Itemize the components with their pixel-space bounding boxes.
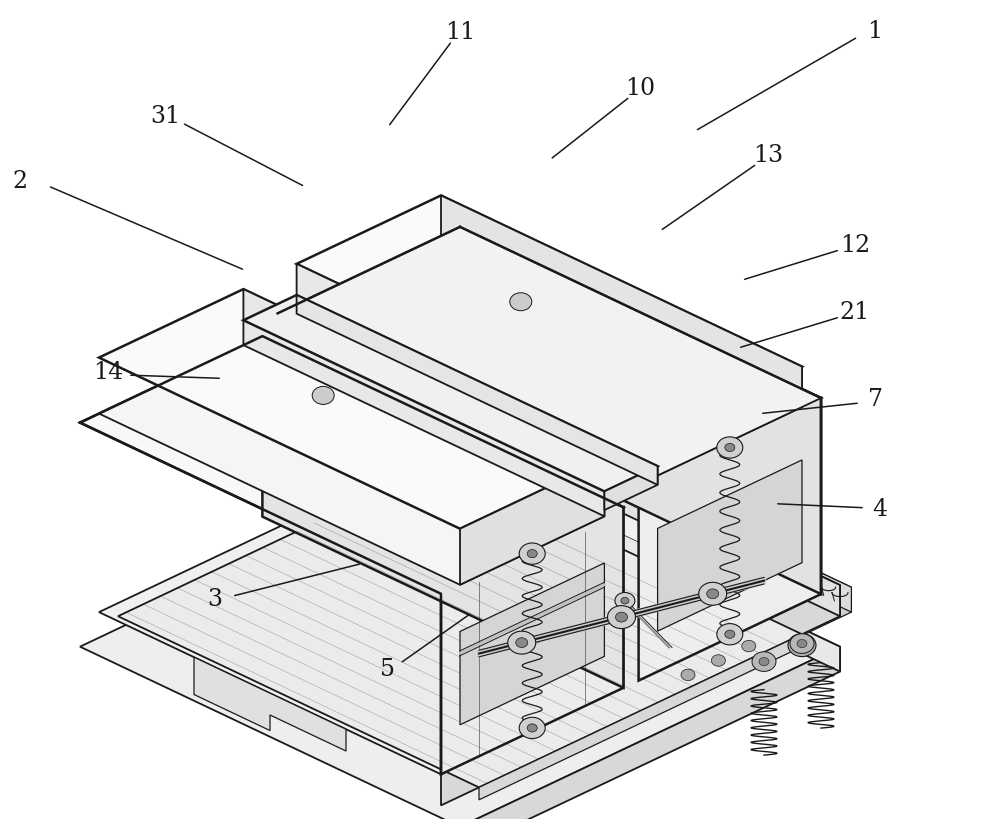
Circle shape	[717, 437, 743, 458]
Polygon shape	[297, 295, 658, 485]
Polygon shape	[658, 367, 802, 476]
Polygon shape	[99, 345, 604, 585]
Polygon shape	[639, 398, 821, 681]
Polygon shape	[297, 264, 658, 476]
Circle shape	[725, 630, 735, 638]
Polygon shape	[99, 289, 604, 529]
Text: 3: 3	[208, 588, 222, 611]
Circle shape	[527, 550, 537, 558]
Circle shape	[312, 387, 334, 405]
Circle shape	[711, 654, 725, 666]
Polygon shape	[243, 289, 604, 516]
Polygon shape	[604, 451, 718, 524]
Circle shape	[527, 724, 537, 732]
Polygon shape	[80, 467, 840, 819]
Text: 4: 4	[872, 498, 888, 521]
Circle shape	[615, 613, 628, 622]
Polygon shape	[460, 467, 840, 672]
Text: 21: 21	[840, 301, 870, 324]
Polygon shape	[441, 585, 840, 805]
Polygon shape	[460, 563, 604, 725]
Text: 10: 10	[625, 77, 655, 100]
Polygon shape	[297, 196, 802, 435]
Circle shape	[752, 652, 776, 672]
Polygon shape	[479, 634, 802, 800]
Text: 7: 7	[868, 388, 883, 411]
Circle shape	[621, 597, 629, 604]
Circle shape	[707, 589, 719, 599]
Polygon shape	[658, 460, 802, 631]
Circle shape	[788, 634, 816, 657]
Polygon shape	[80, 336, 623, 594]
Polygon shape	[585, 461, 851, 612]
Polygon shape	[278, 227, 821, 485]
Text: 13: 13	[753, 144, 783, 167]
Polygon shape	[194, 657, 346, 751]
Polygon shape	[441, 196, 802, 407]
Circle shape	[717, 623, 743, 645]
Polygon shape	[278, 227, 821, 485]
Circle shape	[725, 443, 735, 451]
Circle shape	[508, 631, 536, 654]
Circle shape	[510, 292, 532, 310]
Circle shape	[681, 669, 695, 681]
Polygon shape	[243, 295, 658, 491]
Polygon shape	[498, 423, 840, 616]
Circle shape	[519, 543, 545, 564]
Polygon shape	[460, 227, 821, 594]
Polygon shape	[517, 461, 851, 620]
Polygon shape	[156, 457, 764, 745]
Circle shape	[519, 717, 545, 739]
Polygon shape	[99, 423, 840, 774]
Text: 11: 11	[445, 21, 475, 44]
Circle shape	[607, 606, 636, 629]
Text: 1: 1	[867, 20, 883, 43]
Text: 2: 2	[12, 170, 28, 193]
Text: 5: 5	[380, 658, 396, 681]
Polygon shape	[118, 463, 802, 787]
Text: 12: 12	[840, 234, 870, 257]
Circle shape	[699, 582, 727, 605]
Polygon shape	[441, 507, 623, 774]
Circle shape	[797, 640, 807, 648]
Polygon shape	[783, 587, 851, 645]
Circle shape	[516, 638, 528, 648]
Polygon shape	[460, 460, 604, 585]
Polygon shape	[604, 466, 658, 510]
Circle shape	[759, 658, 769, 666]
Text: 14: 14	[93, 361, 123, 384]
Polygon shape	[460, 647, 840, 819]
Circle shape	[742, 640, 756, 652]
Circle shape	[790, 634, 814, 654]
Polygon shape	[262, 336, 623, 688]
Circle shape	[615, 592, 635, 609]
Text: 31: 31	[150, 105, 180, 128]
